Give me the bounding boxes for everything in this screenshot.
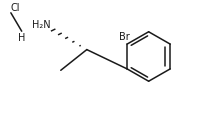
Text: H₂N: H₂N	[32, 20, 51, 30]
Text: H: H	[18, 32, 25, 42]
Text: Br: Br	[120, 32, 130, 42]
Text: Cl: Cl	[11, 3, 20, 13]
